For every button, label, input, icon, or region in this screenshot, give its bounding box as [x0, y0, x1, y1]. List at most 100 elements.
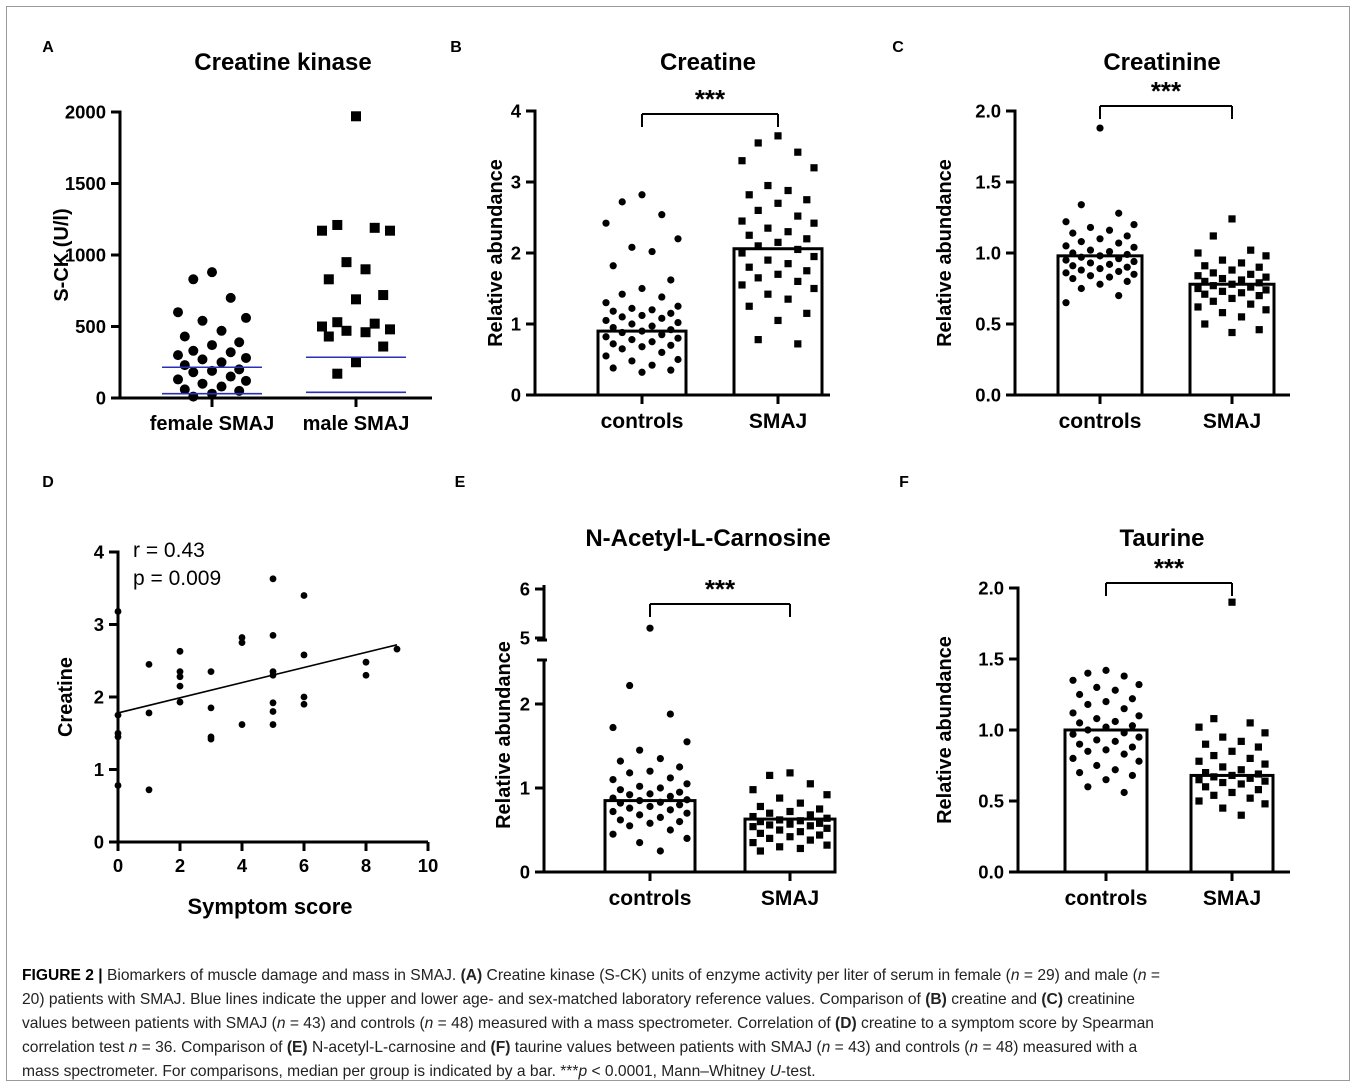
smaj-data-square: [1209, 282, 1217, 290]
control-data-dot: [628, 304, 636, 312]
control-data-dot: [628, 320, 636, 328]
female-data-dot: [188, 345, 199, 356]
control-data-dot: [648, 247, 656, 256]
caption-segment: N-acetyl-L-carnosine and: [307, 1039, 491, 1056]
correlation-r: r = 0.43: [133, 539, 205, 562]
smaj-data-square: [786, 769, 794, 777]
data-point: [300, 592, 308, 599]
control-data-dot: [666, 806, 674, 814]
female-data-dot: [241, 312, 251, 323]
chart-title: Creatinine: [1103, 49, 1220, 76]
control-data-dot: [616, 757, 625, 765]
control-data-dot: [666, 774, 674, 782]
control-data-dot: [658, 331, 666, 339]
panel-letter: D: [42, 474, 54, 491]
control-data-dot: [609, 794, 617, 802]
control-data-dot: [658, 314, 666, 322]
caption-segment: taurine values between patients with SMA…: [510, 1039, 822, 1056]
smaj-data-square: [1194, 303, 1202, 311]
x-tick-label: controls: [609, 887, 692, 910]
smaj-data-square: [738, 249, 746, 257]
smaj-data-square: [749, 786, 757, 794]
female-data-dot: [179, 384, 190, 395]
control-data-dot: [1102, 666, 1110, 674]
smaj-data-square: [1219, 763, 1227, 771]
smaj-data-square: [756, 818, 764, 826]
control-data-dot: [636, 839, 644, 847]
female-data-dot: [179, 331, 190, 342]
control-data-dot: [1111, 766, 1119, 774]
y-tick-label: 1500: [65, 173, 106, 194]
control-data-dot: [1069, 274, 1077, 283]
smaj-data-square: [1262, 252, 1270, 260]
control-data-dot: [1128, 695, 1136, 703]
male-data-square: [341, 325, 352, 336]
smaj-data-square: [794, 148, 802, 156]
control-data-dot: [656, 813, 664, 822]
smaj-data-square: [754, 139, 762, 147]
control-data-dot: [638, 368, 646, 376]
significance-label: ***: [705, 574, 736, 604]
control-data-dot: [626, 791, 634, 799]
smaj-data-square: [774, 132, 782, 140]
smaj-data-square: [1195, 757, 1203, 765]
control-data-dot: [674, 235, 682, 243]
y-tick-label: 1: [511, 314, 521, 335]
y-tick-label: 1.0: [978, 720, 1004, 741]
control-data-dot: [1130, 257, 1138, 266]
smaj-data-square: [764, 224, 772, 232]
control-data-dot: [667, 276, 675, 284]
smaj-data-square: [766, 809, 774, 817]
control-data-dot: [609, 323, 617, 332]
control-data-dot: [1084, 747, 1092, 755]
control-data-dot: [1093, 761, 1101, 770]
control-data-dot: [628, 336, 636, 344]
control-data-dot: [1062, 299, 1070, 307]
control-data-dot: [658, 348, 666, 356]
smaj-data-square: [1254, 770, 1262, 778]
smaj-data-square: [1228, 747, 1236, 755]
control-data-dot: [626, 681, 634, 690]
control-data-dot: [1096, 252, 1104, 260]
smaj-data-square: [810, 284, 818, 293]
y-tick-label: 0.5: [978, 791, 1004, 812]
smaj-data-square: [1255, 292, 1263, 300]
control-data-dot: [667, 309, 675, 317]
data-point: [114, 711, 122, 719]
control-data-dot: [638, 343, 646, 351]
caption-segment: n: [424, 1015, 434, 1032]
control-data-dot: [1120, 729, 1128, 737]
control-data-dot: [609, 307, 617, 315]
control-data-dot: [638, 327, 646, 335]
female-data-dot: [188, 274, 199, 285]
smaj-data-square: [794, 340, 802, 348]
smaj-data-square: [1228, 215, 1236, 223]
control-data-dot: [1128, 771, 1136, 780]
data-point: [176, 647, 184, 655]
control-data-dot: [674, 318, 682, 327]
control-data-dot: [1069, 754, 1077, 763]
smaj-data-square: [823, 824, 831, 832]
smaj-data-square: [756, 829, 764, 837]
smaj-data-square: [749, 823, 757, 831]
male-data-square: [369, 222, 380, 233]
caption-segment: values between patients with SMAJ (: [22, 1015, 277, 1032]
smaj-data-square: [786, 833, 794, 841]
caption-segment: creatine to a symptom score by Spearman: [856, 1015, 1154, 1032]
female-data-dot: [173, 374, 183, 385]
control-data-dot: [1086, 272, 1095, 280]
control-data-dot: [1096, 235, 1104, 243]
control-data-dot: [1120, 788, 1128, 797]
smaj-data-square: [794, 212, 802, 220]
smaj-data-square: [745, 263, 753, 271]
control-data-dot: [1111, 686, 1119, 694]
smaj-data-square: [1255, 279, 1263, 287]
smaj-data-square: [803, 267, 811, 275]
smaj-data-square: [1262, 286, 1270, 294]
y-tick-label: 3: [511, 172, 521, 193]
control-data-dot: [683, 809, 691, 817]
data-point: [207, 735, 215, 743]
control-data-dot: [636, 811, 644, 819]
control-data-dot: [1135, 757, 1143, 765]
control-data-dot: [1123, 263, 1131, 271]
